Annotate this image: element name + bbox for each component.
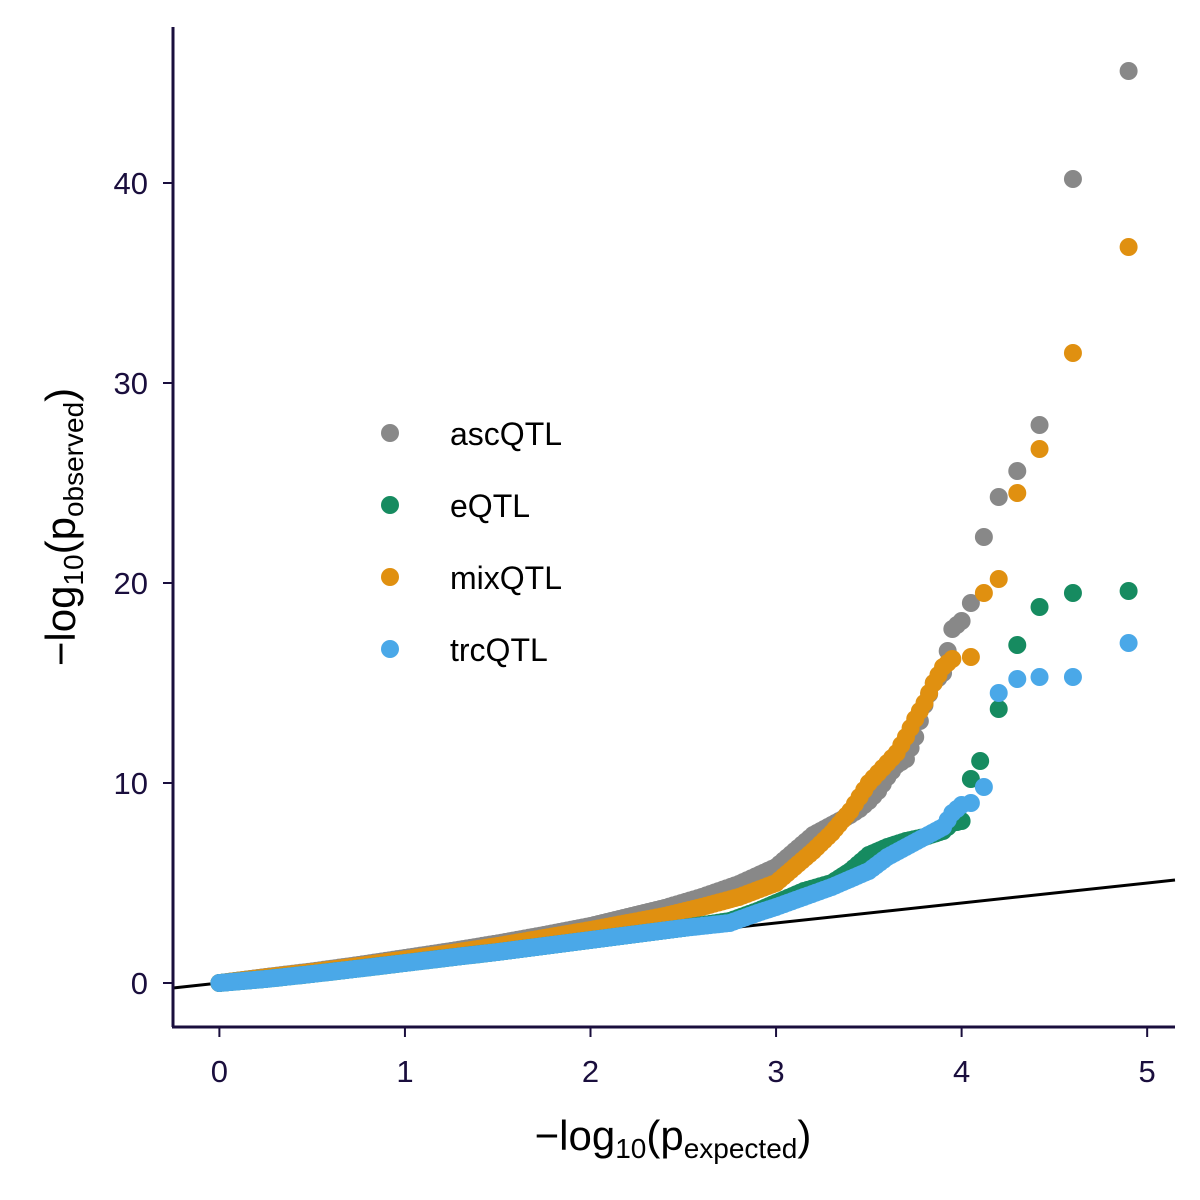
data-point xyxy=(961,594,980,612)
data-point xyxy=(1030,598,1049,616)
legend-label-eqtl: eQTL xyxy=(450,488,530,524)
x-tick-label: 4 xyxy=(953,1054,970,1089)
data-point xyxy=(971,752,990,770)
data-point xyxy=(961,794,980,812)
x-tick-label: 1 xyxy=(396,1054,413,1089)
legend-label-mixqtl: mixQTL xyxy=(450,560,562,596)
data-point xyxy=(1063,344,1082,362)
data-point xyxy=(961,648,980,666)
data-point xyxy=(974,528,993,546)
y-ticks: 0 10 20 30 40 xyxy=(114,166,173,1001)
x-tick-label: 5 xyxy=(1139,1054,1156,1089)
y-axis-title: −log10(pobserved) xyxy=(37,388,89,666)
data-point xyxy=(989,684,1008,702)
series-mixqtl xyxy=(210,238,1138,992)
legend-swatch-mixqtl xyxy=(381,568,399,586)
x-axis-title: −log10(pexpected) xyxy=(535,1112,812,1164)
data-point xyxy=(1030,668,1049,686)
legend-item-mixqtl: mixQTL xyxy=(381,560,562,596)
data-point xyxy=(961,770,980,788)
data-point xyxy=(943,650,962,668)
data-point xyxy=(1008,670,1027,688)
points-layer xyxy=(210,62,1138,992)
series-ascqtl xyxy=(210,62,1138,992)
data-point xyxy=(989,570,1008,588)
data-point xyxy=(1008,636,1027,654)
legend-swatch-eqtl xyxy=(381,496,399,514)
data-point xyxy=(989,488,1008,506)
x-tick-label: 2 xyxy=(582,1054,599,1089)
data-point xyxy=(1008,462,1027,480)
data-point xyxy=(1119,62,1138,80)
data-point xyxy=(989,700,1008,718)
data-point xyxy=(1030,416,1049,434)
data-point xyxy=(952,612,971,630)
data-point xyxy=(1119,238,1138,256)
data-point xyxy=(1063,584,1082,602)
data-point xyxy=(974,584,993,602)
legend-item-ascqtl: ascQTL xyxy=(381,416,562,452)
legend-swatch-ascqtl xyxy=(381,424,399,442)
data-point xyxy=(1063,668,1082,686)
data-point xyxy=(1063,170,1082,188)
legend-swatch-trcqtl xyxy=(381,640,399,658)
data-point xyxy=(974,778,993,796)
legend-item-eqtl: eQTL xyxy=(381,488,530,524)
data-point xyxy=(1119,582,1138,600)
legend: ascQTL eQTL mixQTL trcQTL xyxy=(381,416,562,668)
legend-label-ascqtl: ascQTL xyxy=(450,416,562,452)
x-tick-label: 0 xyxy=(211,1054,228,1089)
y-tick-label: 10 xyxy=(114,766,148,801)
data-point xyxy=(1008,484,1027,502)
x-tick-label: 3 xyxy=(767,1054,784,1089)
y-tick-label: 0 xyxy=(131,966,148,1001)
series-trcqtl xyxy=(210,634,1138,992)
legend-label-trcqtl: trcQTL xyxy=(450,632,548,668)
x-ticks: 0 1 2 3 4 5 xyxy=(211,1027,1156,1089)
data-point xyxy=(1119,634,1138,652)
y-tick-label: 20 xyxy=(114,566,148,601)
y-tick-label: 40 xyxy=(114,166,148,201)
data-point xyxy=(1030,440,1049,458)
y-tick-label: 30 xyxy=(114,366,148,401)
legend-item-trcqtl: trcQTL xyxy=(381,632,548,668)
